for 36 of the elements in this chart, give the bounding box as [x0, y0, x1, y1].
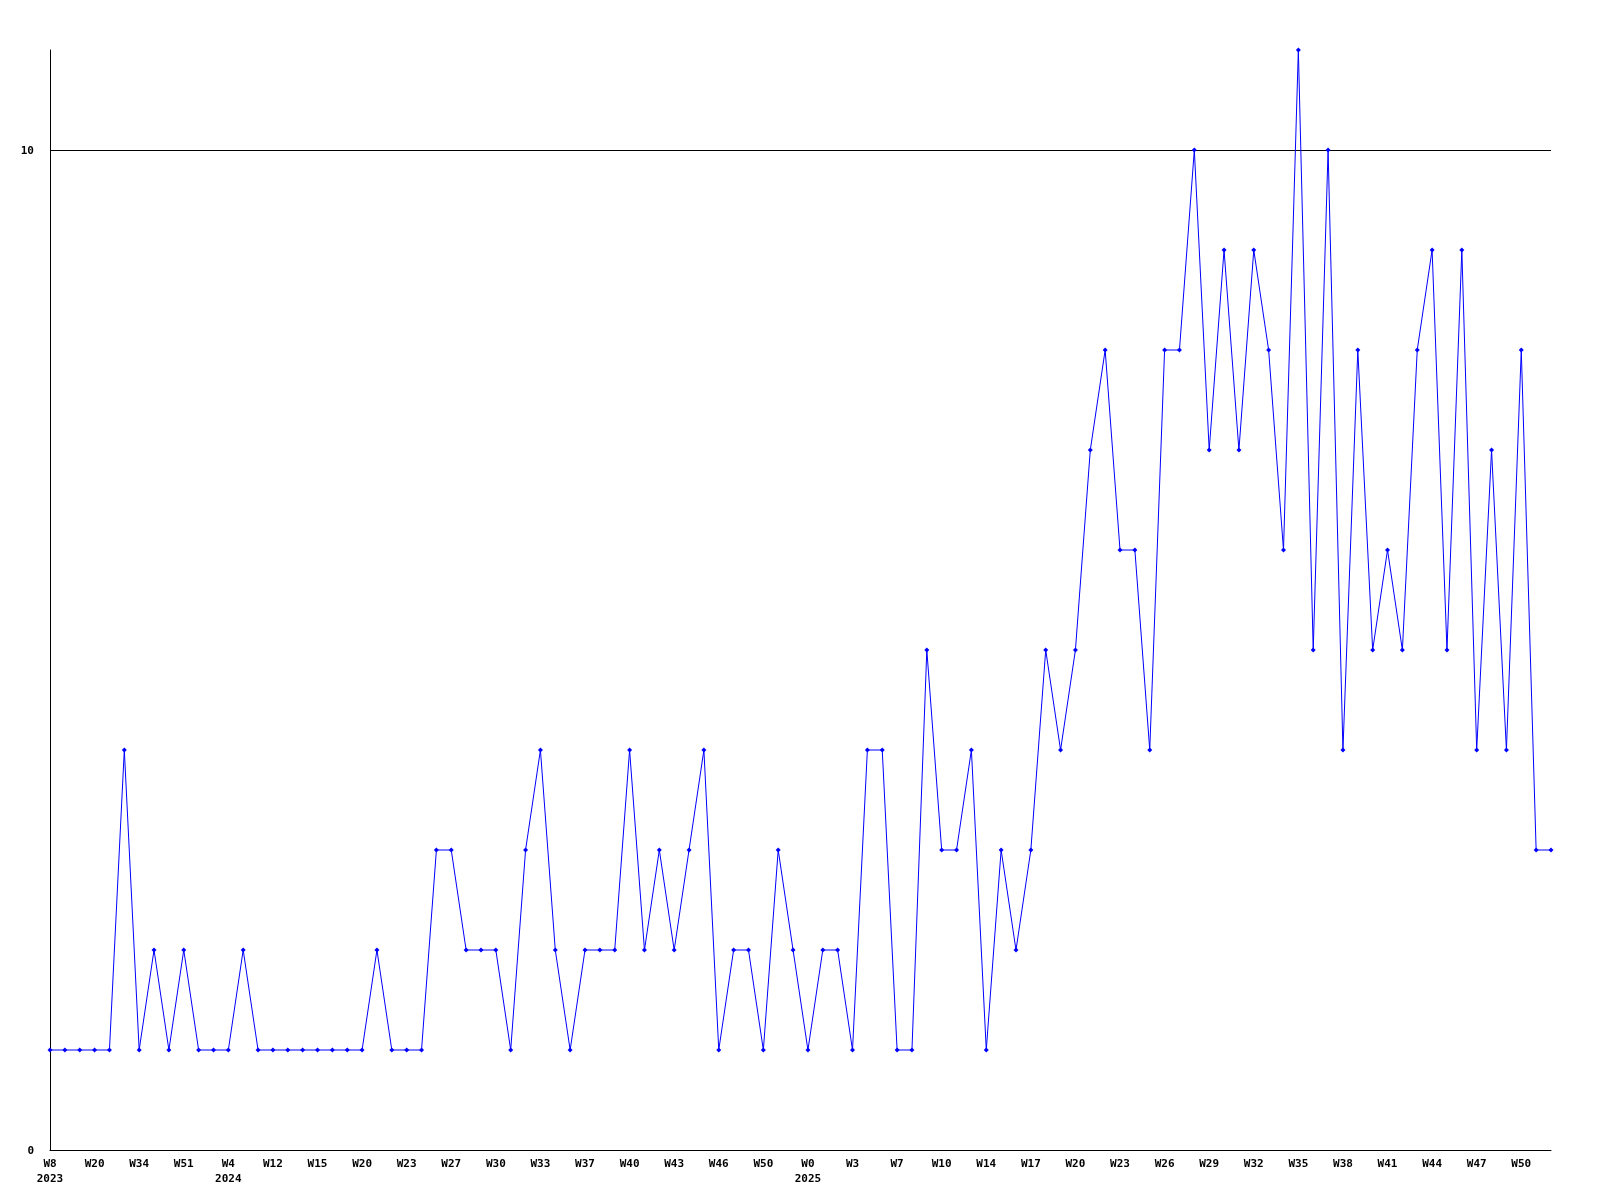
x-tick-label: W27	[441, 1157, 462, 1170]
x-tick-label: W12	[262, 1157, 283, 1170]
x-tick-label: W50	[753, 1157, 774, 1170]
x-tick-label: W33	[530, 1157, 551, 1170]
x-tick-label: W46	[708, 1157, 730, 1170]
x-tick-label: W15	[307, 1157, 328, 1170]
x-tick-label: W4 2024	[215, 1157, 242, 1185]
x-tick-label: W8 2023	[36, 1157, 64, 1185]
x-tick-label: W10	[931, 1157, 952, 1170]
x-tick-label: W41	[1377, 1157, 1398, 1170]
x-tick-label: W3	[845, 1157, 860, 1170]
x-tick-label: W17	[1020, 1157, 1041, 1170]
x-tick-label: W37	[575, 1157, 595, 1170]
x-tick-label: W7	[890, 1157, 904, 1170]
y-tick-label: 10	[20, 143, 34, 157]
x-tick-label: W0 2025	[794, 1157, 822, 1185]
x-tick-label: W20	[1065, 1157, 1086, 1170]
x-tick-label: W20	[84, 1157, 105, 1170]
y-tick-label: 0	[27, 1143, 34, 1157]
x-tick-label: W35	[1288, 1157, 1309, 1170]
x-tick-label: W38	[1333, 1157, 1353, 1170]
x-tick-label: W50	[1511, 1157, 1532, 1170]
x-tick-label: W40	[619, 1157, 640, 1170]
x-tick-label: W20	[352, 1157, 373, 1170]
x-tick-label: W47	[1466, 1157, 1487, 1170]
x-tick-label: W23	[396, 1157, 417, 1170]
x-tick-label: W32	[1243, 1157, 1264, 1170]
x-tick-label: W51	[173, 1157, 195, 1170]
x-tick-label: W14	[976, 1157, 997, 1170]
x-tick-label: W43	[664, 1157, 685, 1170]
x-tick-label: W23	[1110, 1157, 1130, 1170]
x-tick-label: W44	[1422, 1157, 1443, 1170]
x-tick-label: W29	[1199, 1157, 1220, 1170]
x-tick-label: W30	[485, 1157, 506, 1170]
x-tick-label: W34	[129, 1157, 150, 1170]
x-tick-label: W26	[1154, 1157, 1175, 1170]
